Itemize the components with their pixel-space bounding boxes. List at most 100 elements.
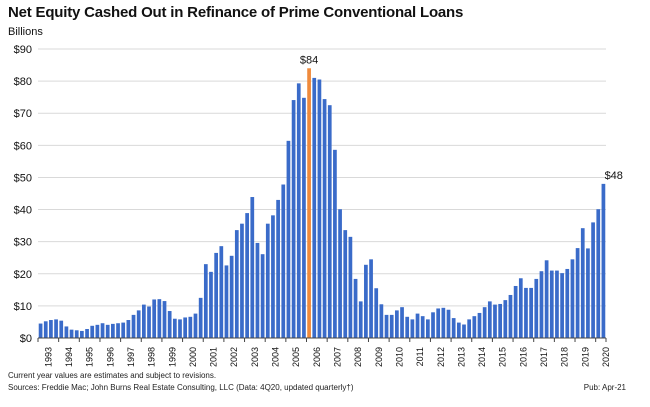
bar [286,140,291,338]
bar [601,183,606,338]
data-label: $48 [605,170,623,182]
bar [80,330,84,338]
bar [229,255,234,338]
bar [240,223,244,338]
bar [100,323,105,338]
bar [338,209,342,338]
bar [431,312,435,338]
bar [379,304,384,338]
bar [219,246,224,338]
x-tick-label: 2000 [188,347,198,367]
x-tick-label: 2009 [374,347,384,367]
bar [575,248,580,338]
x-tick-label: 2013 [456,347,466,367]
x-tick-label: 2004 [271,347,281,367]
x-tick-label: 2015 [498,347,508,367]
bar [74,330,79,338]
bar [198,297,203,338]
x-tick-label: 2007 [332,347,342,367]
bar [369,259,373,338]
bar [580,228,585,338]
bar [157,299,162,338]
bar [111,323,115,338]
x-tick-label: 1993 [43,347,53,367]
y-tick-label: $80 [14,76,32,88]
bar [38,323,43,338]
bar [462,324,466,338]
bar [410,319,415,338]
y-tick-label: $10 [14,301,32,313]
x-tick-label: 1995 [85,347,95,367]
x-tick-label: 2014 [477,347,487,367]
x-tick-label: 2003 [250,347,260,367]
bar [245,213,249,338]
x-tick-label: 2020 [601,347,611,367]
bar [524,287,528,338]
bar [49,320,53,338]
bar [250,197,255,338]
bar [85,329,89,338]
bar [384,314,389,338]
bar [498,303,503,338]
x-tick-label: 2005 [291,347,301,367]
x-tick-label: 1996 [105,347,115,367]
bar [69,329,74,338]
x-tick-label: 2002 [229,347,239,367]
bar [152,299,157,338]
bar [322,99,327,338]
bar [400,307,404,338]
bar [317,79,322,338]
bar [276,199,280,338]
bar [570,259,575,338]
bar [327,105,332,338]
bar [265,223,270,338]
y-tick-label: $20 [14,269,32,281]
x-tick-label: 2019 [580,347,590,367]
bar [142,304,146,338]
bar [203,264,208,338]
data-label: $84 [300,54,318,66]
bar [544,260,549,338]
bar [493,304,497,338]
bar [178,319,182,338]
bar [426,319,430,338]
publication-date: Pub: Apr-21 [583,383,626,392]
sources-footnote: Sources: Freddie Mac; John Burns Real Es… [8,383,354,392]
bar [255,242,260,338]
bar [364,264,368,338]
bar [456,322,461,338]
highlight-bar [307,68,311,339]
bar [147,306,151,338]
estimate-footnote: Current year values are estimates and su… [8,371,217,380]
x-tick-label: 2001 [209,347,219,367]
bar [224,265,229,338]
bar [539,271,544,338]
bar [508,294,513,338]
bar [333,149,337,338]
y-tick-label: $30 [14,237,32,249]
bar [596,209,601,338]
bar [472,316,477,338]
y-axis-unit-label: Billions [8,26,43,38]
bar [312,77,317,339]
x-tick-label: 2017 [539,347,549,367]
bar [420,316,425,338]
bar [487,301,492,338]
bar [105,324,110,338]
y-tick-label: $40 [14,205,32,217]
bar [121,322,126,338]
bar [467,319,472,338]
bar [131,314,136,338]
x-tick-label: 1997 [126,347,136,367]
bar [529,287,533,338]
bar [343,230,348,338]
bar [518,278,523,338]
bar [209,271,213,338]
bar [214,252,219,338]
bar [188,316,193,338]
bar [389,314,394,338]
x-tick-label: 2018 [560,347,570,367]
bar [281,184,286,338]
bar [358,301,363,338]
